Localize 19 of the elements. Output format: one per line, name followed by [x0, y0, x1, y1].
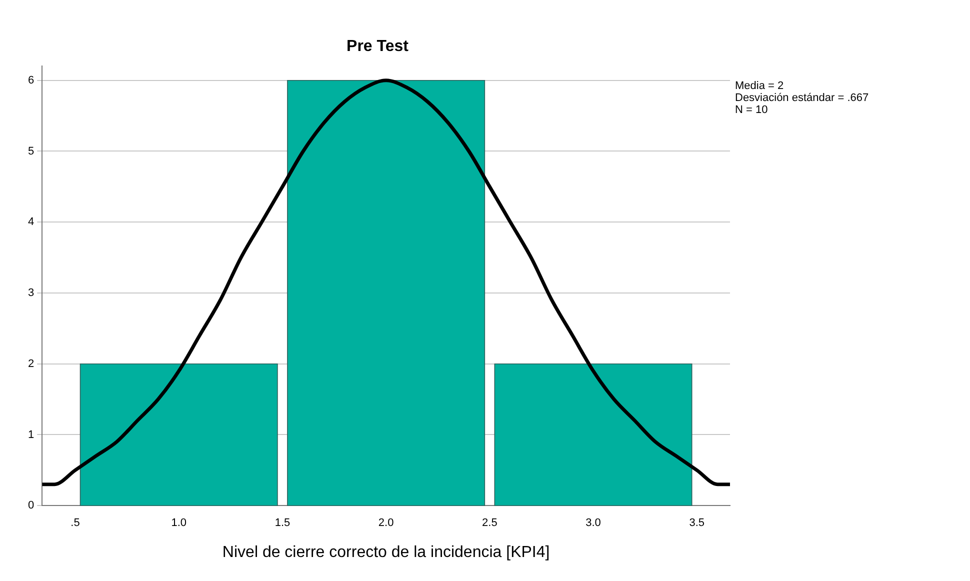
- y-tick-label: 5: [28, 145, 34, 158]
- text: N = 10: [735, 104, 769, 116]
- x-tick-label: 3.5: [689, 517, 704, 530]
- chart-title: Pre Test: [346, 38, 410, 56]
- y-tick-label: 3: [28, 287, 34, 300]
- x-tick-label: 3.0: [586, 517, 601, 530]
- y-tick-label: 6: [28, 74, 34, 86]
- x-tick-label: 2.5: [482, 517, 498, 530]
- x-tick-label: 1.0: [171, 517, 187, 530]
- y-tick-label: 4: [28, 216, 34, 228]
- text: Desviación estándar = .667: [735, 92, 869, 104]
- x-tick-label: 1.5: [274, 517, 290, 530]
- y-tick-label: 1: [28, 428, 34, 441]
- x-tick-label: 2.0: [378, 517, 394, 530]
- x-tick-label: .5: [70, 517, 80, 530]
- x-axis-title: Nivel de cierre correcto de la incidencia [KPI4]: [222, 544, 550, 561]
- text: Media = 2: [735, 80, 785, 92]
- y-tick-label: 0: [28, 500, 34, 512]
- y-tick-label: 2: [28, 358, 34, 370]
